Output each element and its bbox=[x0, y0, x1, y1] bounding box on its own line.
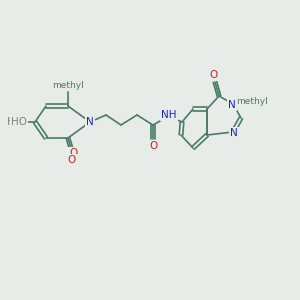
Text: N: N bbox=[86, 117, 94, 127]
Text: N: N bbox=[228, 100, 236, 110]
Text: N: N bbox=[230, 128, 238, 138]
Text: O: O bbox=[69, 148, 77, 158]
Text: methyl: methyl bbox=[236, 97, 268, 106]
Text: O: O bbox=[149, 141, 157, 151]
Text: N: N bbox=[86, 117, 94, 127]
Text: O: O bbox=[210, 70, 218, 80]
Text: HO: HO bbox=[6, 117, 24, 127]
Text: NH: NH bbox=[161, 110, 177, 120]
Text: O: O bbox=[68, 155, 76, 165]
Text: methyl: methyl bbox=[52, 80, 84, 89]
Text: HO: HO bbox=[11, 117, 27, 127]
